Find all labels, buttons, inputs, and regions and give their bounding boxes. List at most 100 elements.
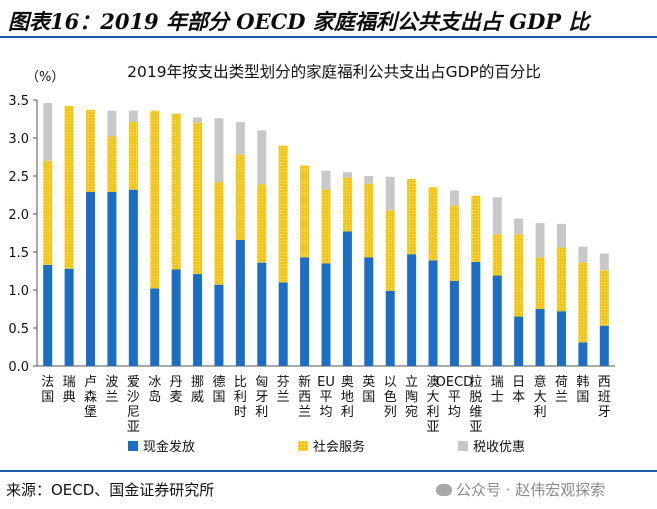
bar-cash <box>364 257 374 366</box>
bar-cash <box>86 191 96 366</box>
bar-services <box>578 262 588 343</box>
bar-services <box>150 110 160 289</box>
watermark-text: 公众号 · 赵伟宏观探索 <box>456 481 606 499</box>
legend: 现金发放 社会服务 税收优惠 <box>128 439 525 455</box>
bar-cash <box>300 257 310 366</box>
bar-tax <box>193 117 203 123</box>
x-tick-label: 奥地利 <box>341 375 354 420</box>
bar-tax <box>514 218 524 235</box>
bar-cash <box>471 261 481 366</box>
bar-cash <box>150 288 160 366</box>
x-tick-label: 芬兰 <box>277 375 290 405</box>
bar-cash <box>535 309 545 366</box>
x-tick-label: OECD 平均 <box>436 375 474 420</box>
bar-cash <box>257 262 267 366</box>
bar-tax <box>449 190 459 206</box>
x-tick-label: 丹麦 <box>170 375 183 405</box>
bar-services <box>321 189 331 264</box>
legend-label: 社会服务 <box>313 439 365 455</box>
bar-services <box>449 205 459 281</box>
bar-services <box>385 210 395 291</box>
x-tick-label: 意大利 <box>534 374 547 420</box>
bar-cash <box>321 263 331 366</box>
bar-services <box>471 195 481 262</box>
x-tick-label: 以色列 <box>384 375 397 420</box>
source-note: 来源：OECD、国金证券研究所 <box>6 481 215 499</box>
bar-services <box>492 234 502 276</box>
y-axis-unit: （%） <box>26 70 64 85</box>
legend-swatch <box>298 441 308 451</box>
bar-cash <box>278 282 288 366</box>
bar-tax <box>364 176 374 184</box>
bar-cash <box>193 274 203 366</box>
y-tick-label: 1.0 <box>8 284 29 299</box>
bar-services <box>342 177 352 232</box>
chart-title: 2019年按支出类型划分的家庭福利公共支出占GDP的百分比 <box>127 63 541 81</box>
bar-tax <box>578 246 588 263</box>
bar-tax <box>321 170 331 190</box>
bar-services <box>428 187 438 261</box>
bar-tax <box>214 118 224 183</box>
bar-services <box>407 179 417 255</box>
bar-cash <box>171 269 181 366</box>
bar-services <box>193 122 203 275</box>
bar-cash <box>385 290 395 366</box>
y-tick-label: 1.5 <box>8 246 29 261</box>
bar-services <box>300 165 310 258</box>
bar-cash <box>578 342 588 366</box>
x-tick-label: 新西兰 <box>298 374 311 420</box>
bar-tax <box>257 130 267 185</box>
bar-tax <box>235 122 245 155</box>
bar-cash <box>43 264 53 366</box>
figure-title: 图表16：2019 年部分 OECD 家庭福利公共支出占 GDP 比 <box>8 9 590 34</box>
legend-label: 税收优惠 <box>473 440 525 455</box>
x-tick-label: 瑞士 <box>491 375 504 405</box>
y-tick-label: 3.5 <box>8 94 29 109</box>
bar-cash <box>128 189 138 366</box>
bar-cash <box>428 260 438 366</box>
legend-swatch <box>458 441 468 451</box>
x-tick-label: 韩国 <box>576 375 589 405</box>
bar-services <box>514 234 524 317</box>
x-tick-label: 荷兰 <box>555 375 568 405</box>
x-tick-label: 挪威 <box>191 375 204 405</box>
x-tick-label: 爱沙尼亚 <box>127 375 140 435</box>
x-tick-label: 冰岛 <box>148 375 161 405</box>
axes: 0.0 0.5 1.0 1.5 2.0 2.5 3.0 3.5 <box>8 94 615 375</box>
bar-services <box>257 184 267 263</box>
bar-cash <box>342 231 352 366</box>
bar-cash <box>107 191 117 366</box>
header-rule <box>0 36 657 38</box>
x-tick-label: 德国 <box>212 375 225 405</box>
bar-cash <box>449 280 459 366</box>
x-tick-label: 比利时 <box>234 375 247 420</box>
bar-services <box>364 183 374 258</box>
y-tick-label: 2.5 <box>8 170 29 185</box>
bar-services <box>535 257 545 309</box>
bar-tax <box>43 103 53 161</box>
bar-tax <box>107 110 117 137</box>
bar-services <box>64 106 74 269</box>
watermark: 公众号 · 赵伟宏观探索 <box>436 479 605 500</box>
bar-services <box>599 270 609 326</box>
x-tick-label: 法国 <box>41 375 54 405</box>
figure-header: 图表16：2019 年部分 OECD 家庭福利公共支出占 GDP 比 <box>0 0 657 38</box>
stacked-bar-chart: 2019年按支出类型划分的家庭福利公共支出占GDP的百分比 （%） 0.0 0.5… <box>8 63 615 455</box>
bar-services <box>214 182 224 285</box>
x-tick-label: 卢森堡 <box>84 374 97 420</box>
y-tick-label: 0.0 <box>8 360 29 375</box>
legend-label: 现金发放 <box>143 439 195 455</box>
bar-services <box>235 154 245 240</box>
bar-tax <box>385 176 395 211</box>
y-tick-label: 0.5 <box>8 322 29 337</box>
bar-cash <box>407 254 417 366</box>
bar-services <box>107 136 117 192</box>
wechat-icon <box>436 484 452 496</box>
bar-cash <box>214 284 224 366</box>
bars <box>43 103 609 366</box>
x-tick-label: 西班牙 <box>598 375 611 420</box>
y-tick-label: 2.0 <box>8 208 29 223</box>
bar-tax <box>492 197 502 235</box>
bar-tax <box>342 172 352 178</box>
